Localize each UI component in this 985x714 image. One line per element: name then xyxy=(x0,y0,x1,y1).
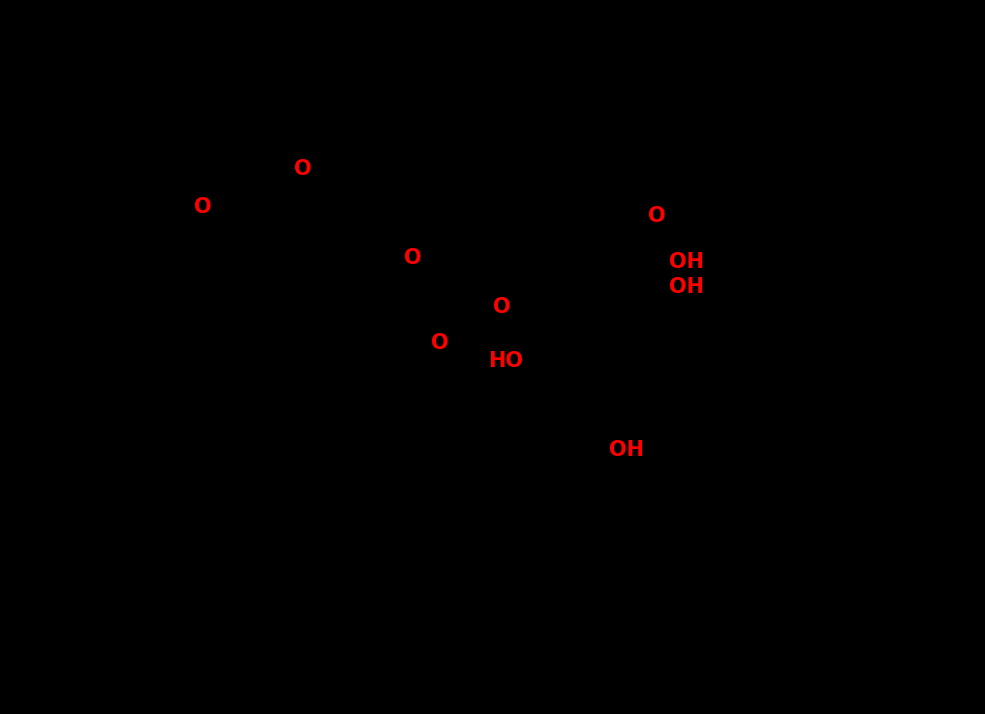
Text: O: O xyxy=(194,197,212,217)
Text: OH: OH xyxy=(669,251,704,271)
Text: O: O xyxy=(492,296,510,316)
Text: O: O xyxy=(431,333,449,353)
Text: O: O xyxy=(404,248,422,268)
Text: O: O xyxy=(648,206,666,226)
Text: OH: OH xyxy=(670,277,704,297)
Text: HO: HO xyxy=(489,351,523,371)
Text: O: O xyxy=(295,159,312,179)
Text: OH: OH xyxy=(609,440,644,460)
